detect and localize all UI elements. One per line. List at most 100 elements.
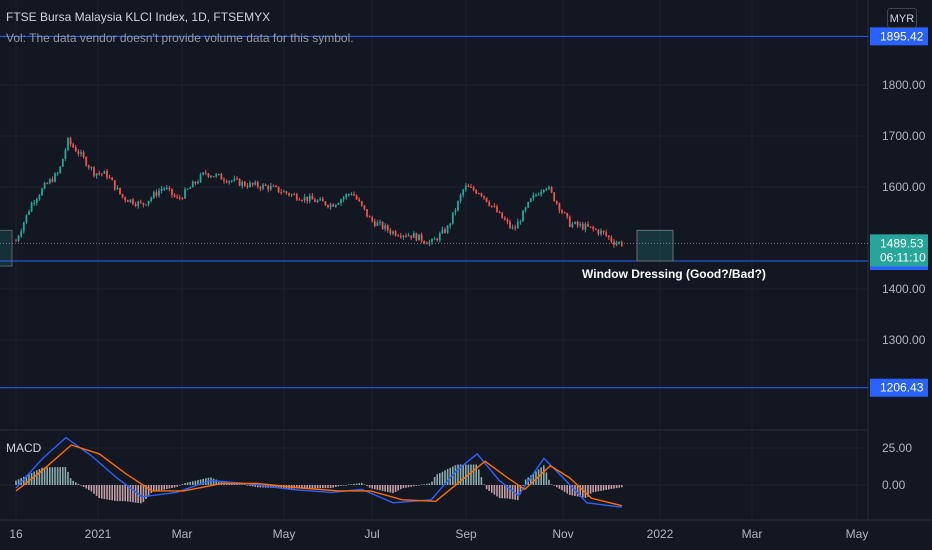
histogram-bar <box>374 485 376 490</box>
candle-body <box>496 206 498 213</box>
candle-body <box>358 199 361 202</box>
histogram-bar <box>524 479 527 485</box>
histogram-bar <box>410 485 412 487</box>
histogram-bar <box>246 485 249 486</box>
histogram-bar <box>49 467 51 485</box>
histogram-bar <box>298 485 301 489</box>
histogram-bar <box>62 467 64 485</box>
histogram-bar <box>77 483 80 485</box>
time-axis[interactable]: 16 2021 Mar May Jul Sep Nov 2022 Mar May <box>9 527 868 541</box>
candle-body <box>363 205 366 210</box>
histogram-bar <box>25 475 28 485</box>
histogram-bar <box>176 485 178 487</box>
candle-body <box>288 193 290 196</box>
histogram-bar <box>379 485 381 491</box>
histogram-bar <box>147 485 150 496</box>
candle-body <box>345 194 348 198</box>
candle-body <box>259 186 262 189</box>
candle-body <box>457 201 459 211</box>
candle-body <box>64 149 67 159</box>
candle-body <box>48 179 51 184</box>
histogram-bar <box>387 485 389 493</box>
candle-body <box>477 193 480 195</box>
histogram-bar <box>43 467 46 485</box>
candle-body <box>134 204 137 206</box>
histogram-bar <box>114 485 116 501</box>
histogram-bar <box>215 479 217 485</box>
candle-body <box>366 209 368 217</box>
candle-body <box>436 238 439 241</box>
candle-body <box>87 165 90 168</box>
candle-body <box>59 166 62 174</box>
candle-body <box>540 191 543 195</box>
candle-body <box>607 235 610 238</box>
candle-body <box>301 200 303 202</box>
histogram-bar <box>621 485 623 488</box>
candle-body <box>522 210 524 222</box>
macd-tick-label: 0.00 <box>882 478 906 492</box>
candle-body <box>82 152 85 158</box>
candle-body <box>80 152 82 154</box>
candle-body <box>327 205 329 208</box>
candle-body <box>321 198 324 202</box>
candle-body <box>17 236 20 241</box>
candle-body <box>176 196 179 198</box>
histogram-bar <box>173 485 176 488</box>
candle-body <box>262 184 264 189</box>
histogram-bar <box>459 464 462 485</box>
candle-body <box>602 230 605 233</box>
histogram-bar <box>327 485 329 489</box>
time-tick-label: 2022 <box>647 527 674 541</box>
candle-body <box>254 182 257 185</box>
histogram-bar <box>160 485 163 491</box>
histogram-bar <box>311 485 314 489</box>
candle-body <box>272 185 275 187</box>
candle-body <box>618 242 621 244</box>
candle-body <box>615 243 618 245</box>
candle-body <box>514 227 517 229</box>
candle-body <box>371 217 374 222</box>
candle-body <box>529 198 532 203</box>
histogram-bar <box>363 484 366 485</box>
histogram-bar <box>491 485 493 493</box>
histogram-bar <box>389 485 392 493</box>
price-label-text: 1206.43 <box>880 381 924 395</box>
currency-button[interactable]: MYR <box>887 8 917 28</box>
histogram-bar <box>475 464 477 485</box>
candle-body <box>373 221 376 226</box>
candle-body <box>597 229 600 234</box>
candle-body <box>368 216 371 218</box>
candle-body <box>535 194 537 196</box>
candle-body <box>334 204 337 207</box>
candle-body <box>22 222 25 232</box>
candle-body <box>184 189 186 199</box>
histogram-bar <box>361 482 363 485</box>
histogram-bar <box>519 485 522 495</box>
histogram-bar <box>238 484 241 485</box>
histogram-bar <box>556 485 558 488</box>
price-tick-label: 1400.00 <box>882 282 926 296</box>
histogram-bar <box>316 485 319 489</box>
histogram-bar <box>480 477 483 485</box>
time-tick-label: 2021 <box>85 527 112 541</box>
price-axis[interactable]: 1800.00 1700.00 1600.00 1400.00 1300.00 25.00… <box>870 27 928 492</box>
histogram-bar <box>93 485 95 494</box>
histogram-bar <box>171 485 173 489</box>
histogram-bar <box>496 485 498 497</box>
histogram-bar <box>441 471 444 485</box>
histogram-bar <box>69 478 72 485</box>
time-tick-label: May <box>846 527 869 541</box>
candle-body <box>488 201 491 206</box>
candle-body <box>217 173 220 175</box>
histogram-bar <box>17 479 20 485</box>
histogram-bar <box>553 485 555 486</box>
histogram-bar <box>145 485 147 500</box>
candle-body <box>415 233 418 241</box>
candle-body <box>126 200 129 202</box>
histogram-bar <box>181 484 184 485</box>
candle-body <box>74 147 77 152</box>
histogram-bar <box>566 485 568 494</box>
candle-body <box>256 182 259 187</box>
histogram-bar <box>413 485 415 487</box>
